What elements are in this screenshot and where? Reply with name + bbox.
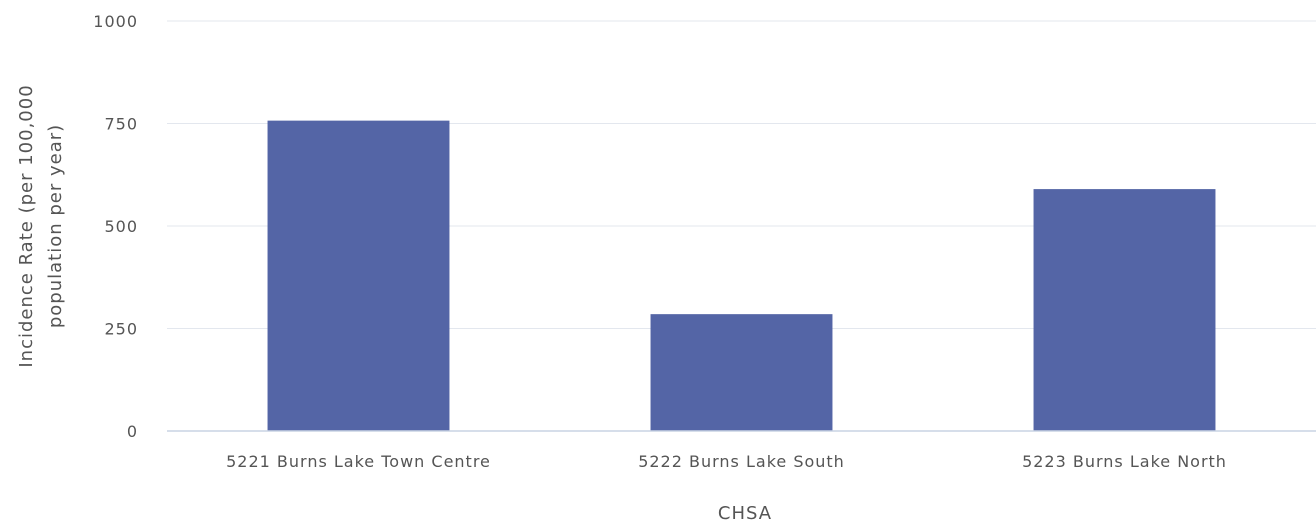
x-tick-label: 5221 Burns Lake Town Centre (226, 452, 491, 471)
y-axis-ticks: 0 250 500 750 1000 (93, 12, 138, 441)
bar[interactable] (1033, 189, 1216, 431)
y-tick-label: 500 (104, 217, 138, 236)
x-tick-label: 5223 Burns Lake North (1022, 452, 1227, 471)
bar[interactable] (650, 314, 833, 431)
x-axis-title: CHSA (718, 503, 772, 523)
y-axis-title-line-2: population per year) (45, 124, 66, 328)
y-axis-title-line-1: Incidence Rate (per 100,000 (16, 84, 37, 367)
x-tick-label: 5222 Burns Lake South (638, 452, 845, 471)
bar[interactable] (267, 120, 450, 431)
bars (167, 120, 1316, 432)
y-tick-label: 750 (104, 115, 138, 134)
y-tick-label: 1000 (93, 12, 138, 31)
y-tick-label: 250 (104, 320, 138, 339)
y-axis-title: Incidence Rate (per 100,000 population p… (16, 84, 66, 367)
x-axis-ticks: 5221 Burns Lake Town Centre 5222 Burns La… (226, 452, 1227, 471)
y-tick-label: 0 (127, 422, 138, 441)
